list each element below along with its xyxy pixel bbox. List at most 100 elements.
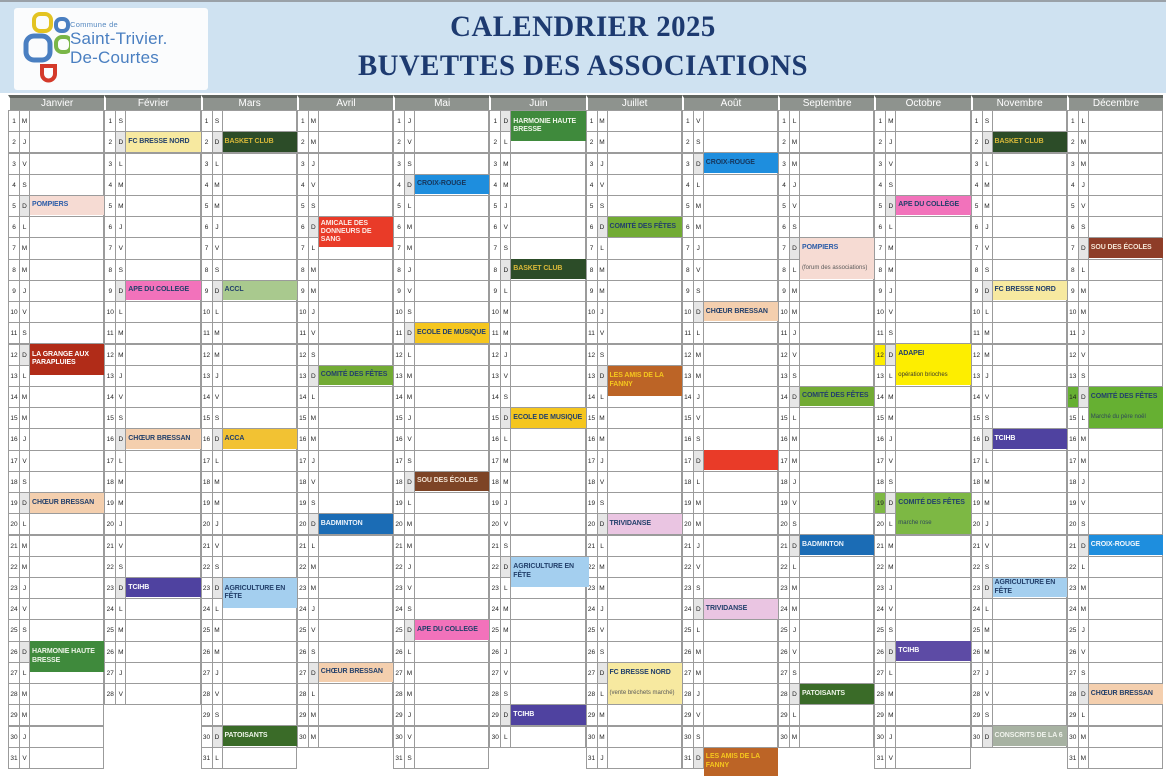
day-event-area [29,237,105,260]
day-event-area [991,173,1067,196]
day-event-area [414,385,490,409]
page-title-line2: BUVETTES DES ASSOCIATIONS [357,49,809,82]
day-event-area [414,428,490,451]
day-event-area [606,470,682,493]
day-event-area [317,683,394,706]
day-event-area [895,407,971,430]
day-event-area [606,746,682,769]
day-event-area [317,619,394,642]
day-event-area [1087,110,1164,133]
event-sou-des-e-coles: SOU DES ÉCOLES [1088,238,1164,258]
day-event-area [221,385,297,409]
day-event-area [29,598,105,621]
day-event-area [991,470,1067,493]
day-event-area [510,619,586,642]
day-event-area [414,343,490,366]
day-event-area [606,725,682,748]
event-acca: ACCA [222,429,297,449]
month-header-de-cembre: Décembre [1066,95,1164,110]
day-event-area [895,237,971,260]
day-event-area [702,343,779,366]
day-event-area [1087,661,1164,685]
day-event-area [125,364,201,387]
day-event-area [221,492,297,515]
event-harmonie-haute-bresse: HARMONIE HAUTE BRESSE [30,641,105,672]
day-event-area [606,152,682,175]
day-event-area [606,619,682,642]
day-event-area [1087,301,1164,324]
day-event-area [702,661,779,685]
day-event-area [895,725,971,748]
day-event-area [317,131,394,154]
day-event-area [125,492,201,515]
day-event-area [317,470,394,493]
day-event-area [799,704,875,727]
day-event-area [799,216,875,239]
day-event-area [1087,577,1164,600]
day-event-area [221,449,297,472]
event-croix-rouge: CROIX-ROUGE [415,174,490,195]
day-event-area [125,194,201,218]
day-event-area [895,661,971,685]
day-event-area [414,492,490,515]
day-event-area [510,385,586,409]
day-event-area [606,534,682,557]
day-event-area [510,364,586,387]
day-event-area [991,364,1067,387]
month-header-avril: Avril [296,95,394,110]
day-event-area [317,279,394,302]
day-event-area [510,173,586,196]
day-event-area [125,619,201,642]
day-event-area [317,110,394,133]
day-event-area [1087,322,1164,345]
day-event-area [1087,131,1164,154]
day-event-area [29,704,105,727]
day-event-area [317,725,394,748]
day-event-area [895,428,971,451]
day-event-area [125,534,201,557]
day-event-area [221,322,297,345]
day-event-area [702,385,779,409]
event-note: Marché du père noël [1090,413,1146,420]
day-event-area [317,492,394,515]
day-event-area [702,173,779,196]
day-event-area [125,683,201,706]
day-event-area [895,173,971,196]
event-la-grange-aux-parapluies: LA GRANGE AUX PARAPLUIES [30,344,105,375]
month-header-aou-t: Août [681,95,779,110]
day-event-area [29,322,105,345]
day-event-area [29,407,105,430]
day-event-area [221,640,297,663]
day-event-area [799,598,875,621]
day-event-area [221,704,297,727]
day-event-area [221,152,297,175]
day-event-area [606,555,682,578]
day-event-area [991,301,1067,324]
day-event-area [221,534,297,557]
day-event-area [221,407,297,430]
day-event-area [895,746,971,769]
day-event-area [702,131,779,154]
day-event-area [702,577,779,600]
event-croix-rouge: CROIX-ROUGE [1088,535,1164,555]
day-event-area [1087,428,1164,451]
day-event-area [510,534,586,557]
day-event-area [1087,619,1164,642]
day-event-area [606,640,682,663]
event-comite-des-fe-tes: COMITÉ DES FÊTES marche rose [896,492,971,534]
event-note: (vente bréchets marché) [609,689,675,696]
day-event-area [510,470,586,493]
day-event-area [991,322,1067,345]
day-event-area [510,216,586,239]
day-event-area [221,343,297,366]
event-amicale-des-donneurs-de-sang: AMICALE DES DONNEURS DE SANG [318,216,394,248]
day-event-area [799,407,875,430]
day-event-area [991,152,1067,175]
day-event-area [1087,725,1164,748]
day-event-area [29,619,105,642]
day-event-area [414,725,490,748]
logo-saint-trivier: Saint-Trivier. [70,29,168,48]
day-event-area [606,173,682,196]
day-event-area [895,258,971,281]
